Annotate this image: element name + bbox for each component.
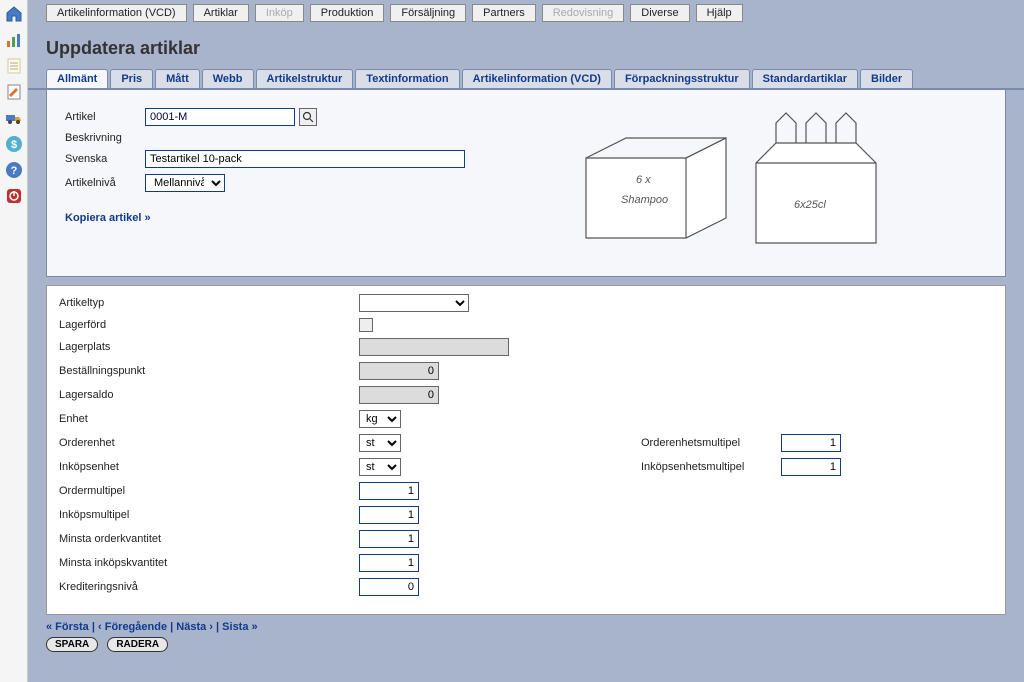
bestallningspunkt-input[interactable] [359,362,439,380]
tab-artikelstruktur[interactable]: Artikelstruktur [256,69,354,88]
inkopsenhetsmultipel-input[interactable] [781,458,841,476]
menu-inkop: Inköp [255,4,304,22]
save-button[interactable]: SPARA [46,637,98,652]
note-icon[interactable] [4,56,24,76]
menu-diverse[interactable]: Diverse [630,4,689,22]
menu-redovisning: Redovisning [542,4,625,22]
kopiera-link[interactable]: Kopiera artikel » [65,212,485,224]
edit-icon[interactable] [4,82,24,102]
tab-pris[interactable]: Pris [110,69,153,88]
orderenhetsmultipel-label: Orderenhetsmultipel [641,437,781,449]
tab-matt[interactable]: Mått [155,69,200,88]
nav-prev[interactable]: ‹ Föregående [98,621,167,633]
inkopsmultipel-input[interactable] [359,506,419,524]
home-icon[interactable] [4,4,24,24]
nav-first[interactable]: « Första [46,621,89,633]
tab-webb[interactable]: Webb [202,69,254,88]
help-icon[interactable]: ? [4,160,24,180]
nav-last[interactable]: Sista » [222,621,257,633]
orderenhetsmultipel-input[interactable] [781,434,841,452]
footer: « Första | ‹ Föregående | Nästa › | Sist… [28,615,1024,658]
menu-hjalp[interactable]: Hjälp [696,4,743,22]
svg-text:6 x: 6 x [636,174,651,186]
sidebar: $ ? [0,0,28,682]
tab-textinformation[interactable]: Textinformation [355,69,459,88]
truck-icon[interactable] [4,108,24,128]
enhet-select[interactable]: kg [359,410,401,428]
lagerford-checkbox[interactable] [359,318,373,332]
nav-next[interactable]: Nästa › [176,621,213,633]
niva-label: Artikelnivå [65,177,145,189]
menu-forsaljning[interactable]: Försäljning [390,4,466,22]
minsta-inkop-input[interactable] [359,554,419,572]
dollar-icon[interactable]: $ [4,134,24,154]
power-icon[interactable] [4,186,24,206]
illustration: 6 x Shampoo 6x25cl [485,108,987,258]
artikeltyp-label: Artikeltyp [59,297,359,309]
search-icon[interactable] [299,108,317,126]
artikel-label: Artikel [65,111,145,123]
tabs: Allmänt Pris Mått Webb Artikelstruktur T… [28,69,1024,90]
top-menu: Artikelinformation (VCD) Artiklar Inköp … [28,0,1024,24]
tab-bilder[interactable]: Bilder [860,69,913,88]
orderenhet-select[interactable]: st [359,434,401,452]
detail-grid: Artikeltyp Lagerförd Lagerplats Beställn… [46,285,1006,615]
enhet-label: Enhet [59,413,359,425]
menu-partners[interactable]: Partners [472,4,536,22]
inkopsenhetsmultipel-label: Inköpsenhetsmultipel [641,461,781,473]
artikel-input[interactable] [145,108,295,126]
beskrivning-label: Beskrivning [65,132,145,144]
header-panel: Artikel Beskrivning Svenska Artikelnivå … [46,90,1006,277]
minsta-order-label: Minsta orderkvantitet [59,533,359,545]
minsta-order-input[interactable] [359,530,419,548]
lagerplats-label: Lagerplats [59,341,359,353]
artikeltyp-select[interactable] [359,294,469,312]
svenska-input[interactable] [145,150,465,168]
inkopsmultipel-label: Inköpsmultipel [59,509,359,521]
krediteringsniva-input[interactable] [359,578,419,596]
svg-text:?: ? [10,165,17,177]
tab-allmant[interactable]: Allmänt [46,69,108,88]
svg-text:Shampoo: Shampoo [621,194,668,206]
chart-icon[interactable] [4,30,24,50]
niva-select[interactable]: Mellannivå [145,174,225,192]
ordermultipel-input[interactable] [359,482,419,500]
lagerplats-input[interactable] [359,338,509,356]
ordermultipel-label: Ordermultipel [59,485,359,497]
tab-forpackningsstruktur[interactable]: Förpackningsstruktur [614,69,750,88]
delete-button[interactable]: RADERA [107,637,168,652]
menu-artikelinformation[interactable]: Artikelinformation (VCD) [46,4,187,22]
lagerford-label: Lagerförd [59,319,359,331]
inkopsenhet-label: Inköpsenhet [59,461,359,473]
svenska-label: Svenska [65,153,145,165]
svg-text:6x25cl: 6x25cl [794,199,826,211]
orderenhet-label: Orderenhet [59,437,359,449]
lagersaldo-input[interactable] [359,386,439,404]
lagersaldo-label: Lagersaldo [59,389,359,401]
menu-produktion[interactable]: Produktion [310,4,385,22]
page-title: Uppdatera artiklar [28,24,1024,69]
tab-artikelinformation-vcd[interactable]: Artikelinformation (VCD) [462,69,612,88]
tab-standardartiklar[interactable]: Standardartiklar [752,69,858,88]
inkopsenhet-select[interactable]: st [359,458,401,476]
menu-artiklar[interactable]: Artiklar [193,4,249,22]
svg-text:$: $ [10,139,16,151]
krediteringsniva-label: Krediteringsnivå [59,581,359,593]
bestallningspunkt-label: Beställningspunkt [59,365,359,377]
minsta-inkop-label: Minsta inköpskvantitet [59,557,359,569]
